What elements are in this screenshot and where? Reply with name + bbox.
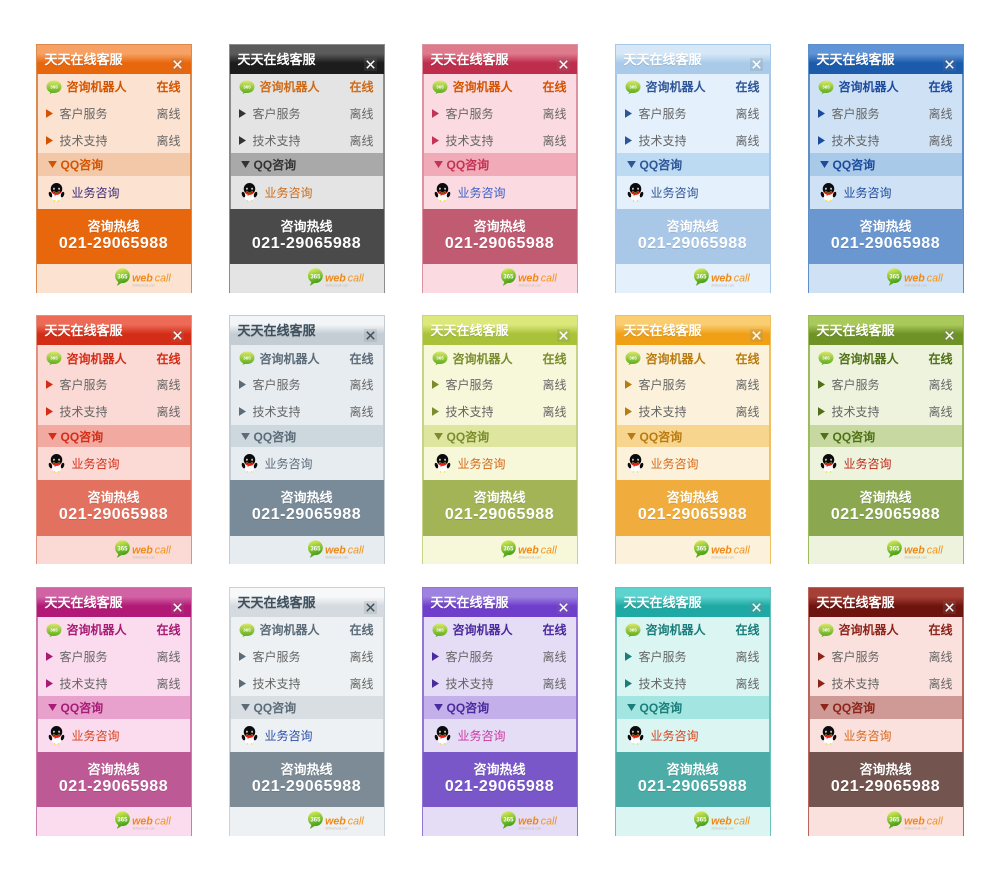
svg-text:365: 365 xyxy=(889,546,900,552)
svg-text:call: call xyxy=(347,272,364,284)
svg-text:365webcall.com: 365webcall.com xyxy=(325,826,348,830)
svg-text:365: 365 xyxy=(117,274,128,280)
svg-text:web: web xyxy=(904,815,925,827)
svg-text:365: 365 xyxy=(50,356,58,361)
svg-text:call: call xyxy=(154,815,171,827)
svg-text:call: call xyxy=(154,272,171,284)
svg-text:365: 365 xyxy=(629,627,637,632)
svg-text:call: call xyxy=(733,272,750,284)
svg-text:call: call xyxy=(347,815,364,827)
svg-text:365: 365 xyxy=(822,84,830,89)
svg-text:web: web xyxy=(711,815,732,827)
svg-text:365: 365 xyxy=(889,274,900,280)
svg-text:365: 365 xyxy=(503,817,514,823)
svg-text:call: call xyxy=(733,815,750,827)
svg-text:365: 365 xyxy=(310,546,321,552)
svg-text:365: 365 xyxy=(696,546,707,552)
svg-text:web: web xyxy=(711,544,732,556)
svg-text:call: call xyxy=(154,544,171,556)
svg-text:365: 365 xyxy=(822,627,830,632)
svg-text:365webcall.com: 365webcall.com xyxy=(132,826,155,830)
svg-text:365webcall.com: 365webcall.com xyxy=(325,283,348,287)
svg-text:365: 365 xyxy=(629,84,637,89)
svg-text:365webcall.com: 365webcall.com xyxy=(518,283,541,287)
svg-text:365webcall.com: 365webcall.com xyxy=(325,555,348,559)
svg-text:web: web xyxy=(904,544,925,556)
svg-text:call: call xyxy=(926,544,943,556)
svg-text:365: 365 xyxy=(310,274,321,280)
svg-text:call: call xyxy=(926,272,943,284)
svg-text:365: 365 xyxy=(117,817,128,823)
svg-text:365webcall.com: 365webcall.com xyxy=(518,826,541,830)
svg-text:web: web xyxy=(518,815,539,827)
svg-text:365: 365 xyxy=(503,546,514,552)
svg-text:365: 365 xyxy=(50,84,58,89)
svg-text:web: web xyxy=(325,272,346,284)
svg-text:365webcall.com: 365webcall.com xyxy=(711,555,734,559)
svg-text:web: web xyxy=(711,272,732,284)
svg-text:365webcall.com: 365webcall.com xyxy=(132,555,155,559)
svg-text:365: 365 xyxy=(243,356,251,361)
svg-text:365webcall.com: 365webcall.com xyxy=(904,826,927,830)
svg-text:365webcall.com: 365webcall.com xyxy=(132,283,155,287)
svg-text:call: call xyxy=(540,815,557,827)
svg-text:web: web xyxy=(325,815,346,827)
svg-text:365: 365 xyxy=(436,84,444,89)
svg-text:365: 365 xyxy=(117,546,128,552)
svg-text:call: call xyxy=(540,544,557,556)
svg-text:call: call xyxy=(540,272,557,284)
svg-text:web: web xyxy=(132,544,153,556)
svg-text:web: web xyxy=(518,544,539,556)
svg-text:web: web xyxy=(325,544,346,556)
svg-text:365webcall.com: 365webcall.com xyxy=(711,283,734,287)
svg-text:web: web xyxy=(132,815,153,827)
svg-text:365webcall.com: 365webcall.com xyxy=(518,555,541,559)
svg-text:365webcall.com: 365webcall.com xyxy=(904,283,927,287)
svg-text:call: call xyxy=(733,544,750,556)
svg-text:365: 365 xyxy=(629,356,637,361)
svg-text:365: 365 xyxy=(436,356,444,361)
svg-text:365: 365 xyxy=(889,817,900,823)
svg-text:365webcall.com: 365webcall.com xyxy=(711,826,734,830)
svg-text:web: web xyxy=(904,272,925,284)
svg-text:365webcall.com: 365webcall.com xyxy=(904,555,927,559)
svg-text:365: 365 xyxy=(50,627,58,632)
svg-text:call: call xyxy=(347,544,364,556)
svg-text:365: 365 xyxy=(503,274,514,280)
svg-text:web: web xyxy=(518,272,539,284)
svg-text:365: 365 xyxy=(696,274,707,280)
svg-text:365: 365 xyxy=(822,356,830,361)
svg-text:365: 365 xyxy=(696,817,707,823)
svg-text:365: 365 xyxy=(243,84,251,89)
svg-text:365: 365 xyxy=(436,627,444,632)
svg-text:365: 365 xyxy=(310,817,321,823)
svg-text:call: call xyxy=(926,815,943,827)
svg-text:web: web xyxy=(132,272,153,284)
svg-text:365: 365 xyxy=(243,627,251,632)
